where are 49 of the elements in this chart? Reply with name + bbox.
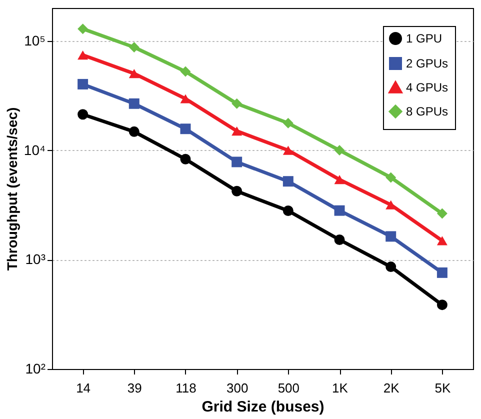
x-tick-label: 300 bbox=[226, 380, 248, 396]
point bbox=[78, 24, 88, 34]
point bbox=[386, 172, 396, 183]
point bbox=[232, 186, 242, 196]
x-tick-label: 5K bbox=[434, 380, 451, 396]
x-tick-label: 39 bbox=[127, 380, 142, 396]
point bbox=[436, 208, 448, 219]
point bbox=[180, 154, 191, 164]
point bbox=[128, 42, 140, 53]
y-axis-title: Throughput (events/sec) bbox=[4, 107, 20, 271]
x-tick-label: 14 bbox=[76, 380, 91, 396]
point bbox=[180, 124, 191, 134]
y-tick-label: 10³ bbox=[25, 251, 46, 268]
point bbox=[282, 118, 294, 128]
point bbox=[436, 300, 448, 310]
point bbox=[128, 126, 140, 137]
legend-label: 2 GPUs bbox=[406, 56, 448, 70]
x-tick-label: 2K bbox=[383, 380, 400, 396]
point bbox=[282, 206, 294, 216]
point bbox=[334, 145, 345, 156]
point bbox=[180, 66, 191, 77]
point bbox=[436, 267, 448, 278]
x-tick-label: 500 bbox=[278, 380, 300, 396]
point bbox=[386, 231, 396, 242]
x-tick-label: 1K bbox=[332, 380, 348, 396]
y-tick-label: 10² bbox=[25, 360, 46, 376]
legend-label: 4 GPUs bbox=[406, 80, 448, 94]
point bbox=[232, 126, 242, 136]
point bbox=[78, 109, 88, 120]
point bbox=[232, 156, 242, 168]
y-tick-label: 10⁴ bbox=[24, 142, 46, 158]
point bbox=[334, 175, 345, 184]
point bbox=[386, 262, 396, 272]
point bbox=[334, 234, 345, 245]
legend-label: 8 GPUs bbox=[406, 104, 448, 118]
point bbox=[232, 98, 242, 109]
point bbox=[78, 78, 88, 90]
legend-label: 1 GPU bbox=[406, 32, 442, 46]
point bbox=[436, 236, 448, 246]
point bbox=[128, 98, 140, 109]
y-tick-label: 10⁵ bbox=[24, 32, 46, 48]
point bbox=[334, 205, 345, 216]
point bbox=[282, 176, 294, 187]
point bbox=[282, 146, 294, 155]
x-tick-label: 118 bbox=[176, 380, 196, 396]
point bbox=[78, 50, 88, 60]
point bbox=[128, 69, 140, 78]
x-axis-title: Grid Size (buses) bbox=[202, 398, 324, 416]
point bbox=[180, 94, 191, 104]
